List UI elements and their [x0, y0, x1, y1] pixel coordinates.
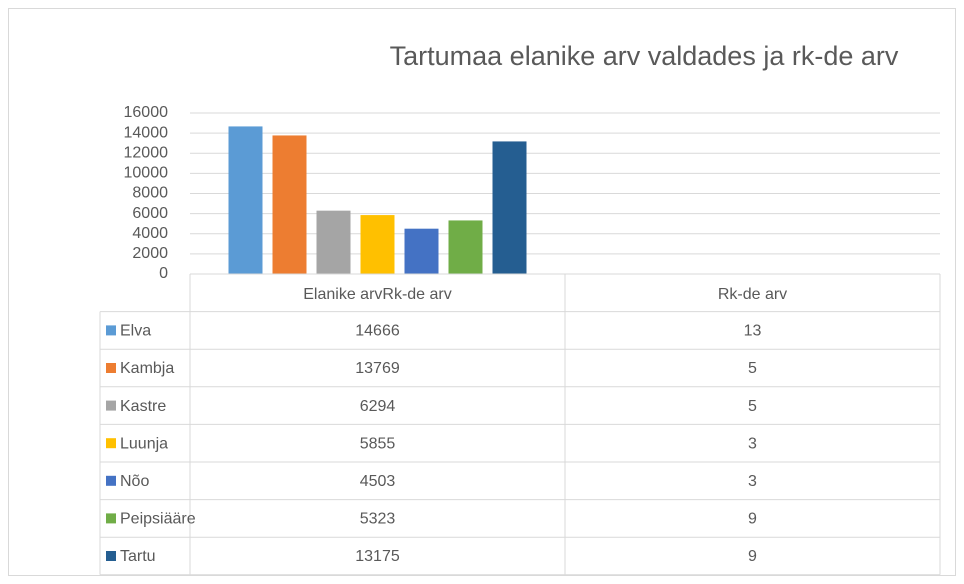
legend-label: Nõo [120, 473, 149, 490]
y-tick-label: 8000 [132, 185, 168, 202]
y-tick-label: 4000 [132, 225, 168, 242]
bar [360, 215, 395, 274]
bar [492, 141, 527, 274]
table-header: Rk-de arv [718, 286, 787, 303]
legend-label: Peipsiääre [120, 511, 196, 528]
y-tick-label: 0 [159, 265, 168, 282]
legend-label: Tartu [120, 548, 156, 565]
table-value: 13 [744, 323, 762, 340]
table-value: 5855 [360, 435, 396, 452]
table-value: 5 [748, 360, 757, 377]
bar [404, 228, 439, 274]
table-value: 6294 [360, 398, 396, 415]
y-tick-label: 12000 [124, 144, 169, 161]
legend-label: Elva [120, 323, 151, 340]
table-value: 9 [748, 548, 757, 565]
legend-label: Luunja [120, 435, 168, 452]
chart-title: Tartumaa elanike arv valdades ja rk-de a… [390, 41, 899, 71]
table-value: 14666 [355, 323, 400, 340]
table-value: 5 [748, 398, 757, 415]
y-tick-label: 14000 [124, 124, 169, 141]
table-value: 5323 [360, 511, 396, 528]
legend-label: Kambja [120, 360, 174, 377]
table-value: 9 [748, 511, 757, 528]
table-header: Elanike arvRk-de arv [303, 286, 452, 303]
legend-key [106, 400, 116, 411]
legend-key [106, 475, 116, 486]
chart-area [8, 8, 956, 576]
table-value: 13769 [355, 360, 400, 377]
table-value: 13175 [355, 548, 400, 565]
bar [228, 126, 263, 275]
legend-key [106, 551, 116, 561]
legend-key [106, 325, 116, 336]
table-value: 4503 [360, 473, 396, 490]
legend-label: Kastre [120, 398, 166, 415]
legend-key [106, 363, 116, 373]
table-value: 3 [748, 435, 757, 452]
bar [448, 220, 483, 274]
y-tick-label: 6000 [132, 205, 168, 222]
bar [272, 135, 307, 274]
table-value: 3 [748, 473, 757, 490]
bar [316, 210, 351, 274]
y-tick-label: 16000 [124, 104, 169, 121]
legend-key [106, 513, 116, 524]
y-tick-label: 10000 [124, 165, 169, 182]
legend-key [106, 438, 116, 449]
y-tick-label: 2000 [132, 245, 168, 262]
